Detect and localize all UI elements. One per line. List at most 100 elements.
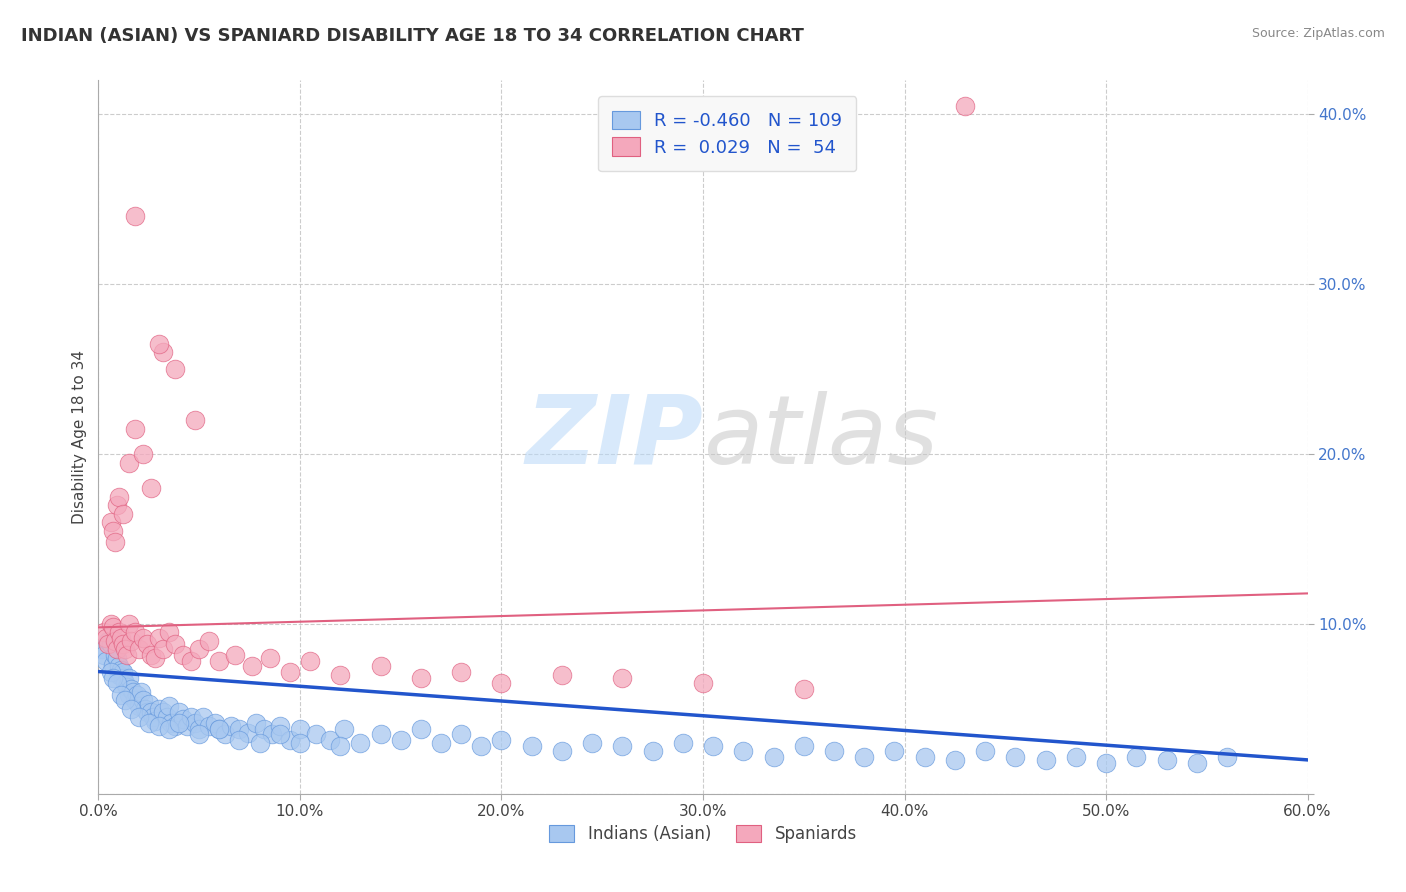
- Point: [1216, 749, 1239, 764]
- Point: [208, 723, 231, 737]
- Point: [115, 680, 138, 694]
- Point: [103, 648, 125, 662]
- Point: [132, 447, 155, 461]
- Point: [91, 642, 114, 657]
- Point: [120, 634, 142, 648]
- Point: [612, 671, 634, 685]
- Point: [193, 710, 215, 724]
- Point: [135, 706, 157, 720]
- Point: [138, 715, 160, 730]
- Point: [143, 651, 166, 665]
- Point: [111, 671, 134, 685]
- Point: [101, 657, 124, 672]
- Point: [278, 665, 301, 679]
- Legend: Indians (Asian), Spaniards: Indians (Asian), Spaniards: [543, 818, 863, 850]
- Point: [124, 625, 146, 640]
- Point: [260, 727, 283, 741]
- Point: [240, 659, 263, 673]
- Point: [128, 698, 150, 713]
- Point: [139, 481, 162, 495]
- Point: [702, 739, 724, 754]
- Text: INDIAN (ASIAN) VS SPANIARD DISABILITY AGE 18 TO 34 CORRELATION CHART: INDIAN (ASIAN) VS SPANIARD DISABILITY AG…: [21, 27, 804, 45]
- Point: [152, 345, 174, 359]
- Point: [581, 736, 603, 750]
- Point: [143, 714, 166, 728]
- Point: [1095, 756, 1118, 771]
- Text: atlas: atlas: [703, 391, 938, 483]
- Point: [188, 723, 211, 737]
- Point: [101, 620, 124, 634]
- Point: [167, 715, 190, 730]
- Text: Source: ZipAtlas.com: Source: ZipAtlas.com: [1251, 27, 1385, 40]
- Point: [329, 668, 352, 682]
- Point: [1064, 749, 1087, 764]
- Point: [103, 535, 125, 549]
- Point: [188, 727, 211, 741]
- Point: [100, 515, 122, 529]
- Point: [160, 715, 183, 730]
- Point: [107, 659, 129, 673]
- Point: [142, 710, 165, 724]
- Point: [245, 715, 267, 730]
- Point: [110, 631, 132, 645]
- Point: [184, 715, 207, 730]
- Point: [121, 685, 143, 699]
- Point: [114, 642, 136, 657]
- Point: [305, 727, 328, 741]
- Point: [333, 723, 356, 737]
- Point: [253, 723, 276, 737]
- Point: [288, 723, 311, 737]
- Point: [319, 732, 342, 747]
- Point: [96, 631, 118, 645]
- Point: [208, 654, 231, 668]
- Point: [450, 665, 472, 679]
- Point: [184, 413, 207, 427]
- Point: [470, 739, 492, 754]
- Point: [124, 421, 146, 435]
- Point: [118, 617, 141, 632]
- Point: [100, 665, 122, 679]
- Point: [157, 698, 180, 713]
- Point: [409, 723, 432, 737]
- Point: [120, 702, 142, 716]
- Point: [156, 710, 179, 724]
- Point: [110, 689, 132, 703]
- Point: [157, 723, 180, 737]
- Point: [138, 697, 160, 711]
- Point: [124, 693, 146, 707]
- Point: [943, 753, 966, 767]
- Point: [114, 676, 136, 690]
- Point: [370, 727, 392, 741]
- Point: [163, 637, 186, 651]
- Text: ZIP: ZIP: [524, 391, 703, 483]
- Point: [228, 723, 250, 737]
- Point: [228, 732, 250, 747]
- Point: [105, 651, 128, 665]
- Point: [111, 665, 134, 679]
- Point: [163, 719, 186, 733]
- Point: [883, 744, 905, 758]
- Point: [124, 209, 146, 223]
- Point: [100, 617, 122, 632]
- Point: [128, 642, 150, 657]
- Point: [105, 498, 128, 512]
- Point: [148, 702, 170, 716]
- Point: [269, 727, 291, 741]
- Point: [139, 648, 162, 662]
- Point: [135, 637, 157, 651]
- Point: [974, 744, 997, 758]
- Point: [349, 736, 371, 750]
- Point: [176, 719, 198, 733]
- Point: [110, 663, 132, 677]
- Point: [1004, 749, 1026, 764]
- Point: [762, 749, 785, 764]
- Point: [180, 654, 202, 668]
- Point: [551, 668, 574, 682]
- Point: [167, 706, 190, 720]
- Point: [97, 637, 120, 651]
- Point: [132, 631, 155, 645]
- Point: [128, 710, 150, 724]
- Point: [93, 648, 115, 662]
- Point: [1185, 756, 1208, 771]
- Point: [105, 676, 128, 690]
